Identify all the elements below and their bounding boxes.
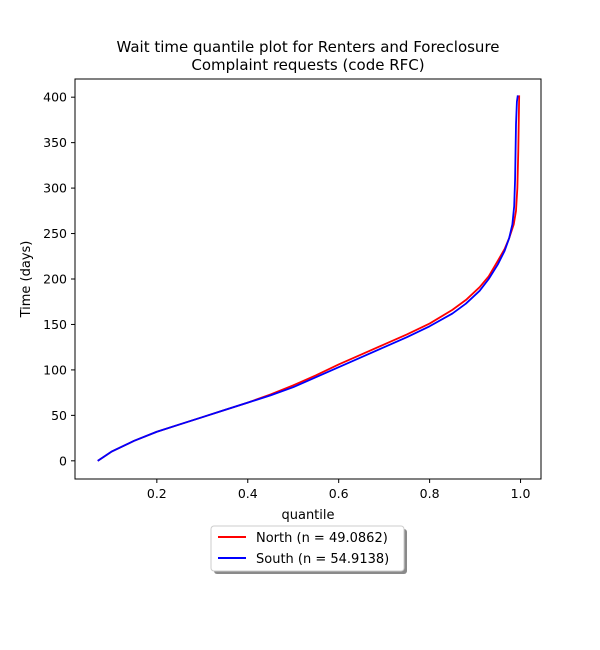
legend-label-south: South (n = 54.9138) — [256, 552, 389, 567]
y-axis-ticks: 0 50 100 150 200 250 300 350 400 — [43, 90, 75, 468]
chart-title-line-2: Complaint requests (code RFC) — [191, 56, 424, 74]
x-axis-label: quantile — [281, 508, 334, 523]
y-tick-label: 150 — [43, 317, 67, 332]
series-line-north — [97, 95, 521, 462]
y-tick-label: 300 — [43, 181, 67, 196]
series-line-south — [97, 95, 519, 462]
y-axis-label: Time (days) — [19, 241, 34, 319]
y-tick-label: 50 — [51, 408, 67, 423]
x-axis-ticks: 0.2 0.4 0.6 0.8 1.0 — [147, 479, 531, 501]
y-tick-label: 350 — [43, 135, 67, 150]
x-tick-label: 0.2 — [147, 486, 167, 501]
y-tick-label: 100 — [43, 362, 67, 377]
legend: North (n = 49.0862) South (n = 54.9138) — [210, 525, 407, 574]
x-tick-label: 1.0 — [511, 486, 531, 501]
y-tick-label: 200 — [43, 272, 67, 287]
series-layer — [97, 95, 521, 462]
plot-frame — [74, 78, 542, 480]
x-tick-label: 0.6 — [329, 486, 349, 501]
x-tick-label: 0.4 — [238, 486, 258, 501]
legend-box — [210, 525, 405, 572]
y-tick-label: 250 — [43, 226, 67, 241]
chart-title-line-1: Wait time quantile plot for Renters and … — [116, 38, 499, 56]
y-tick-label: 0 — [59, 453, 67, 468]
y-tick-label: 400 — [43, 90, 67, 105]
x-tick-label: 0.8 — [420, 486, 440, 501]
legend-label-north: North (n = 49.0862) — [256, 531, 388, 546]
